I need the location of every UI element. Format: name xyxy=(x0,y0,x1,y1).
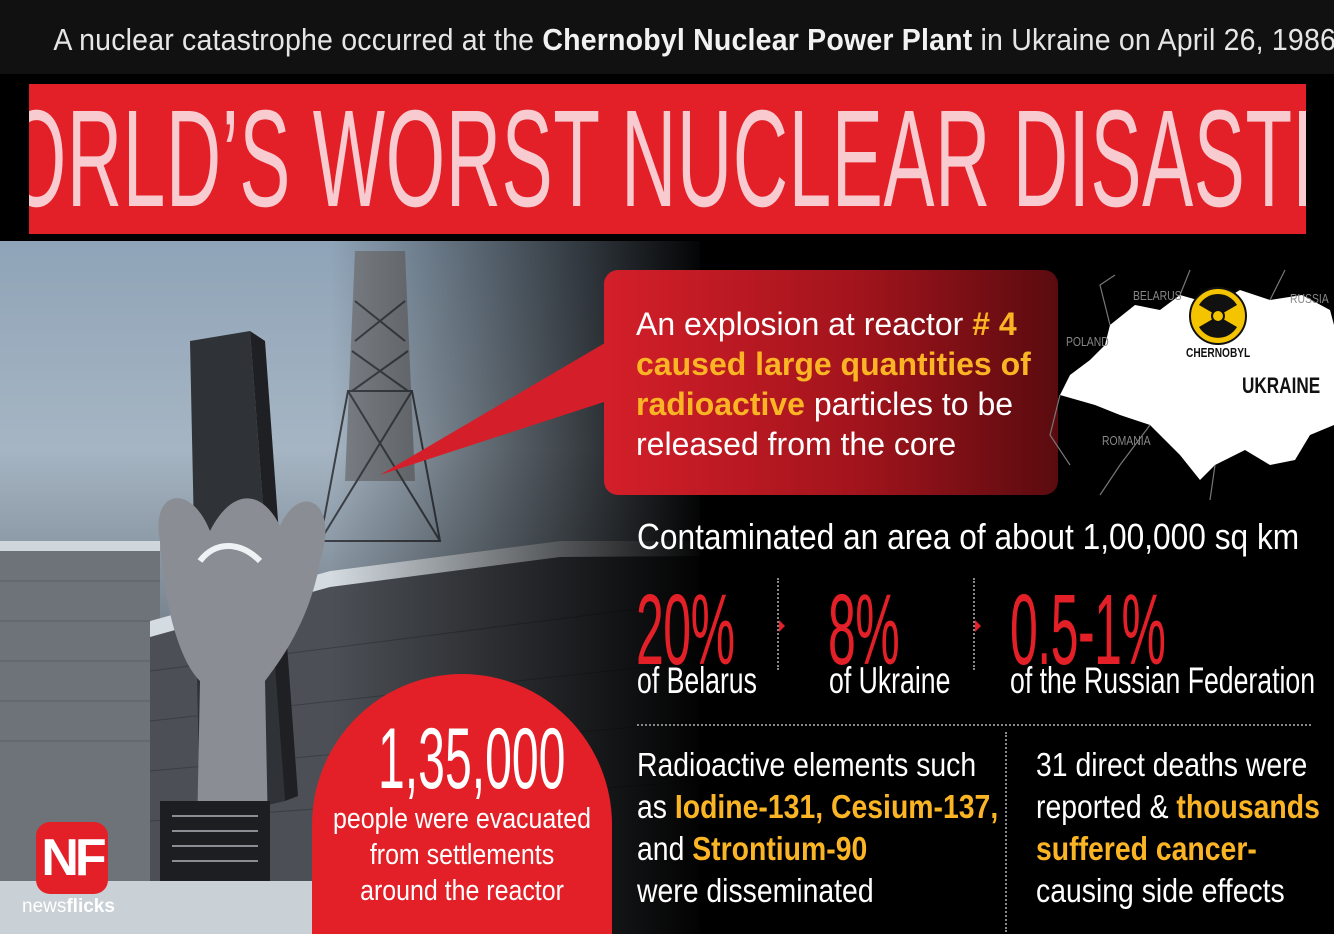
deaths-line-3-highlight: suffered cancer- xyxy=(1036,830,1257,867)
elements-line-4: were disseminated xyxy=(637,872,874,909)
stat-value-russia: 0.5-1% xyxy=(1010,574,1166,686)
newsflicks-logo-text: newsflicks xyxy=(22,896,115,918)
deaths-line-1: 31 direct deaths were xyxy=(1036,746,1308,783)
newsflicks-logo-mark: NF xyxy=(36,822,108,894)
map-label-romania: ROMANIA xyxy=(1102,433,1151,448)
evacuation-text: people were evacuated from settlements a… xyxy=(333,803,591,907)
subtitle-pre: A nuclear catastrophe occurred at the xyxy=(53,22,535,57)
stat-value-ukraine: 8% xyxy=(828,574,900,686)
logo-name-light: news xyxy=(22,896,67,917)
callout-text-post: particles to be released from the core xyxy=(636,386,1014,462)
vertical-divider xyxy=(1005,732,1007,932)
deaths-line-2-pre: reported & xyxy=(1036,788,1169,825)
subtitle: A nuclear catastrophe occurred at the Ch… xyxy=(53,22,1334,58)
evacuation-number: 1,35,000 xyxy=(378,711,566,807)
elements-line-2-pre: as xyxy=(637,788,667,825)
area-text: Contaminated an area of about 1,00,000 s… xyxy=(637,516,1300,557)
elements-line-2-highlight: Iodine-131, Cesium-137, xyxy=(674,788,999,825)
explosion-callout xyxy=(604,270,1058,495)
callout-highlight: # 4 caused large quantities of radioacti… xyxy=(636,306,1031,422)
stat-separator xyxy=(973,578,975,670)
subtitle-bold: Chernobyl Nuclear Power Plant xyxy=(542,22,973,57)
horizontal-divider xyxy=(637,724,1311,726)
map-label-chernobyl: CHERNOBYL xyxy=(1186,345,1251,360)
callout-text-pre: An explosion at reactor xyxy=(636,306,964,342)
evacuation-circle xyxy=(312,674,612,934)
elements-line-3-pre: and xyxy=(637,830,685,867)
map-label-belarus: BELARUS xyxy=(1133,288,1182,303)
stat-separator-arrow xyxy=(779,620,785,632)
stat-value-belarus: 20% xyxy=(636,574,735,686)
elements-line-3-highlight: Strontium-90 xyxy=(692,830,868,867)
callout-text: An explosion at reactor # 4 caused large… xyxy=(636,304,1046,464)
top-strip xyxy=(0,0,1334,74)
deaths-line-2-highlight: thousands xyxy=(1176,788,1320,825)
radiation-icon xyxy=(1189,287,1247,345)
map-label-poland: POLAND xyxy=(1066,334,1109,349)
stat-separator-arrow xyxy=(975,620,981,632)
elements-block: Radioactive elements such as Iodine-131,… xyxy=(637,744,998,912)
stat-separator xyxy=(777,578,779,670)
subtitle-post: in Ukraine on April 26, 1986 xyxy=(980,22,1334,57)
stat-label-belarus: of Belarus xyxy=(637,660,757,701)
stat-label-ukraine: of Ukraine xyxy=(829,660,951,701)
stat-label-russia: of the Russian Federation xyxy=(1010,660,1316,701)
title-banner: WORLD’S WORST NUCLEAR DISASTER xyxy=(29,84,1306,234)
map-label-ukraine: UKRAINE xyxy=(1242,373,1321,398)
deaths-block: 31 direct deaths were reported & thousan… xyxy=(1036,744,1320,912)
elements-line-1: Radioactive elements such xyxy=(637,746,977,783)
logo-name-bold: flicks xyxy=(66,896,115,917)
deaths-line-4: causing side effects xyxy=(1036,872,1285,909)
map-label-russia: RUSSIA xyxy=(1290,291,1329,306)
ukraine-map xyxy=(1040,265,1334,501)
page-title: WORLD’S WORST NUCLEAR DISASTER xyxy=(29,84,1306,234)
